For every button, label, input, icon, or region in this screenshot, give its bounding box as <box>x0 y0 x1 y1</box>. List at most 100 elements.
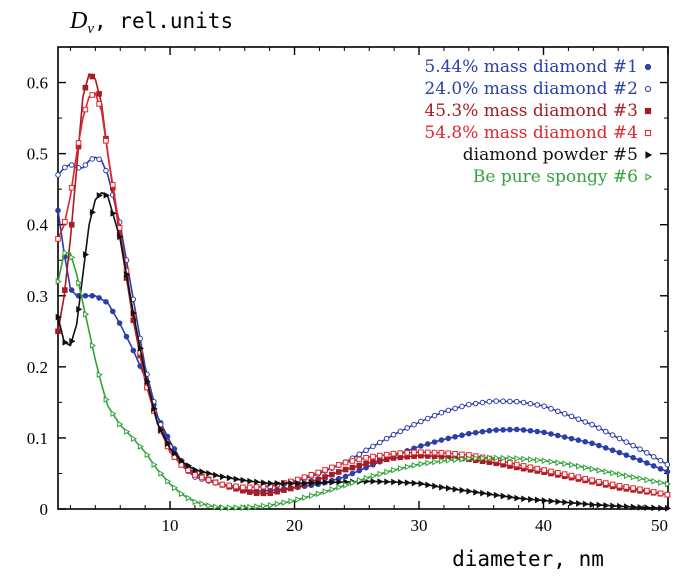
data-point <box>247 503 254 511</box>
data-point <box>68 184 75 191</box>
data-point <box>377 452 383 459</box>
data-point <box>445 456 453 464</box>
data-point <box>383 456 390 463</box>
data-point <box>486 427 493 434</box>
data-point <box>103 167 109 174</box>
data-point <box>527 400 534 407</box>
data-point <box>172 484 179 492</box>
data-point <box>370 472 377 480</box>
data-point <box>82 162 89 168</box>
data-point <box>55 278 62 285</box>
data-point <box>602 445 609 451</box>
data-point <box>240 484 246 491</box>
data-point <box>219 481 226 488</box>
data-point <box>664 491 671 498</box>
data-point <box>514 494 521 502</box>
data-point <box>665 504 672 512</box>
data-point <box>589 501 596 509</box>
data-point <box>83 251 90 258</box>
data-point <box>109 308 116 315</box>
data-point <box>295 479 302 487</box>
data-point <box>240 476 247 484</box>
data-point <box>158 470 165 477</box>
data-point <box>452 433 458 440</box>
data-point <box>658 504 665 512</box>
legend-label: 24.0% mass diamond #2 <box>424 79 638 99</box>
data-point <box>500 398 506 405</box>
data-point <box>651 477 658 485</box>
data-point <box>404 425 410 431</box>
data-point <box>610 469 617 477</box>
data-point <box>459 432 465 439</box>
data-point <box>507 460 513 466</box>
y-axis-label: Dv, rel.units <box>69 8 233 37</box>
data-point <box>644 63 652 71</box>
data-point <box>301 474 308 480</box>
data-point <box>308 472 315 478</box>
data-point <box>644 107 652 115</box>
data-point <box>541 403 547 409</box>
data-point <box>109 182 116 188</box>
data-point <box>576 500 583 507</box>
y-axis-variable: D <box>69 8 87 34</box>
data-point <box>664 461 671 468</box>
data-point <box>445 450 452 457</box>
data-point <box>582 419 589 425</box>
data-point <box>398 465 405 472</box>
data-point <box>411 479 418 487</box>
data-point <box>466 455 473 462</box>
data-point <box>651 504 658 512</box>
data-point <box>439 483 446 491</box>
data-point <box>644 85 652 93</box>
data-point <box>617 502 624 510</box>
data-point <box>466 430 472 437</box>
data-point <box>650 463 657 469</box>
x-tick-label: 40 <box>535 516 552 535</box>
data-point <box>431 449 438 456</box>
data-point <box>548 458 555 466</box>
data-point <box>513 426 520 433</box>
data-point <box>528 456 535 463</box>
data-point <box>431 439 438 445</box>
data-point <box>568 472 575 479</box>
data-point <box>226 504 233 511</box>
data-point <box>336 478 343 486</box>
data-point <box>349 464 356 471</box>
y-tick-label: 0.3 <box>27 287 48 306</box>
data-point <box>411 421 417 428</box>
data-point <box>315 469 321 476</box>
data-point <box>534 402 541 408</box>
data-point <box>124 271 131 278</box>
data-point <box>480 454 487 462</box>
data-point <box>596 425 602 431</box>
data-point <box>377 457 383 464</box>
data-point <box>342 459 349 466</box>
data-point <box>89 92 96 98</box>
data-point <box>424 449 431 456</box>
data-point <box>397 450 404 457</box>
data-point <box>431 412 438 419</box>
data-point <box>493 454 501 462</box>
data-point <box>596 478 602 485</box>
data-point <box>116 320 123 326</box>
data-point <box>623 472 631 480</box>
data-point <box>602 428 609 435</box>
data-point <box>473 488 480 496</box>
data-point <box>541 457 548 465</box>
data-point <box>219 504 227 511</box>
data-point <box>561 471 568 477</box>
data-point <box>520 463 527 469</box>
data-point <box>425 459 432 467</box>
data-point <box>645 151 653 159</box>
data-point <box>637 446 643 452</box>
data-point <box>513 461 520 468</box>
data-point <box>254 503 261 510</box>
data-point <box>658 479 665 487</box>
data-point <box>582 500 590 508</box>
data-point <box>267 501 275 509</box>
data-point <box>534 496 542 504</box>
data-point <box>356 467 363 474</box>
data-point <box>185 462 192 469</box>
data-point <box>185 467 191 473</box>
data-point <box>281 487 287 493</box>
